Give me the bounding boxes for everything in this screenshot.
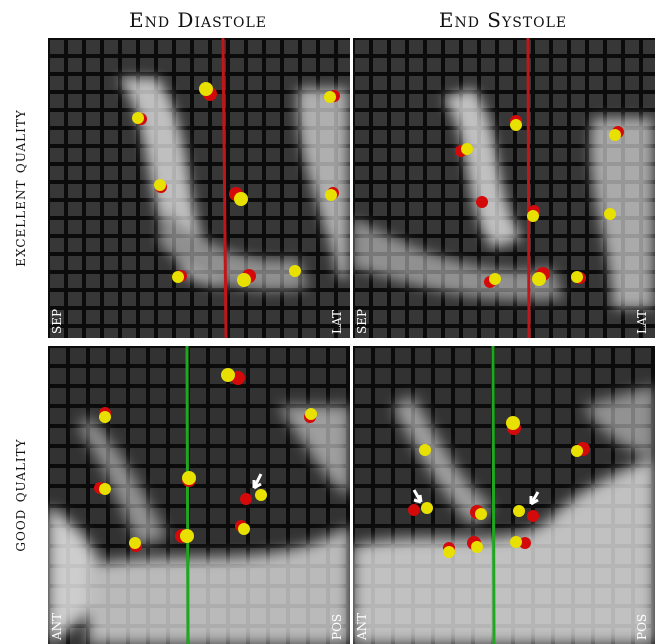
septal-label: SEP [50,308,64,334]
marker-pair [527,205,540,222]
marker-pair [470,505,487,520]
ultrasound-image [353,38,655,338]
marker-pair [609,126,624,141]
markers-layer [132,38,340,338]
row-label-good-text: good quality [10,438,30,552]
marker-pair [229,187,248,206]
marker-pair [325,187,339,201]
septal-label: SEP [355,308,369,334]
marker-pair [419,444,431,456]
marker-pair [94,482,111,495]
ultrasound-image [48,38,350,338]
marker-pair [235,520,250,535]
marker-pair [221,368,245,385]
marker-pair [129,537,142,552]
marker-pair [172,270,187,283]
arrow-icon [252,473,263,490]
marker-pair [175,529,194,543]
marker-pair [240,489,267,505]
panel-good-end-diastole: ANT POS [48,346,350,644]
posterior-label: POS [330,613,344,640]
anterior-label: ANT [50,612,64,640]
marker-pair [510,536,531,549]
marker-pair [304,408,317,423]
markers-layer [408,346,590,644]
marker-pair [571,442,590,457]
panel-excellent-end-systole: SEP LAT [353,38,655,338]
row-label-excellent-quality: excellent quality [0,38,40,338]
row-label-good-quality: good quality [0,346,40,644]
reference-line [185,346,190,644]
lateral-label: LAT [330,310,344,334]
marker-pair [443,542,455,558]
posterior-label: POS [635,613,649,640]
arrow-icon [412,489,423,504]
marker-pair [604,208,616,220]
marker-pair [99,407,111,423]
panel-good-end-systole: ANT POS [353,346,655,644]
reference-line [526,38,531,338]
marker-pair [510,115,522,131]
column-header-end-diastole: End Diastole [128,8,268,32]
marker-pair [324,90,340,103]
markers-layer [455,38,624,338]
marker-pair [289,265,301,277]
marker-pair [571,271,586,284]
marker-pair [506,416,521,435]
marker-pair [408,502,433,516]
marker-pair [154,179,167,193]
ultrasound-image [353,346,655,644]
ultrasound-image [48,346,350,644]
lateral-label: LAT [635,310,649,334]
panel-excellent-end-diastole: SEP LAT [48,38,350,338]
marker-pair [199,82,217,101]
marker-pair [455,143,473,157]
marker-pair [467,536,483,553]
reference-line [491,346,496,644]
marker-pair [513,505,539,522]
marker-pair [484,273,501,288]
marker-pair [532,267,550,286]
marker-pair [237,269,256,287]
anterior-label: ANT [355,612,369,640]
row-label-excellent-text: excellent quality [10,109,30,267]
marker-pair [132,112,147,125]
marker-pair [182,471,196,487]
arrow-icon [529,491,540,506]
markers-layer [94,346,317,644]
column-header-end-systole: End Systole [438,8,568,32]
reference-line [221,38,228,338]
marker-pair [476,196,488,208]
